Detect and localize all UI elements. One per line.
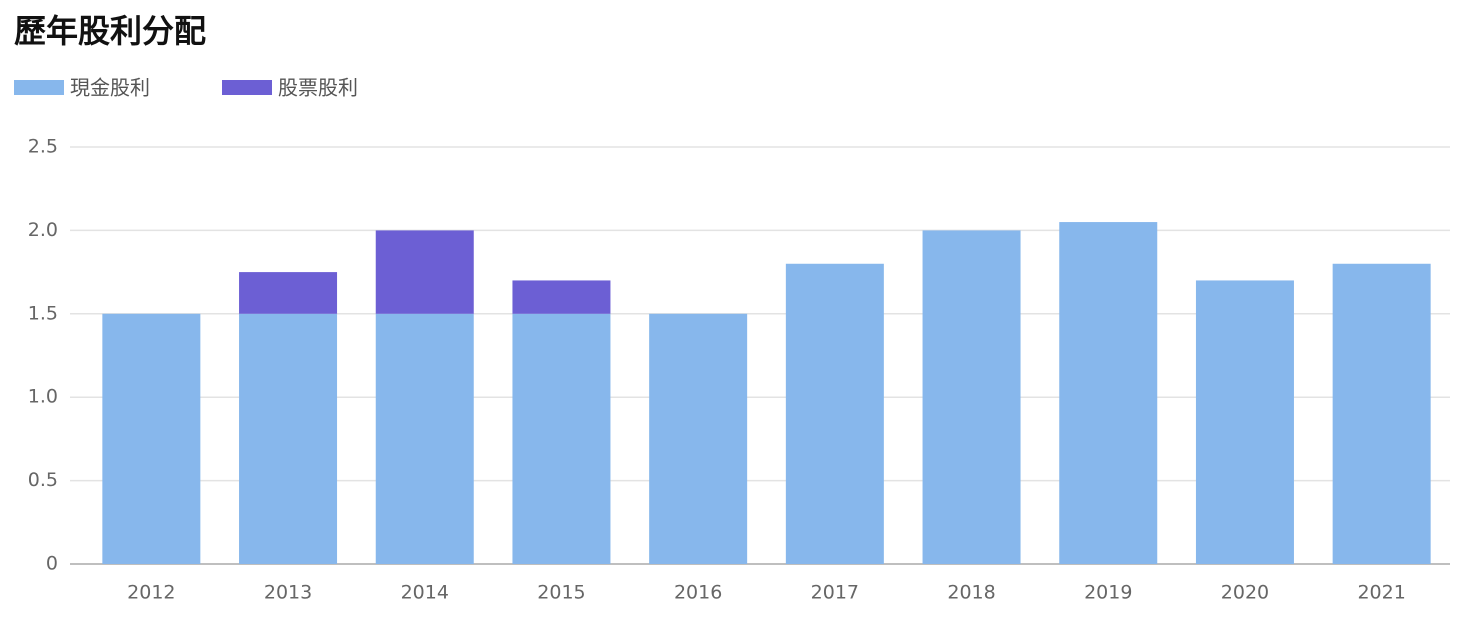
- bar-segment: [239, 272, 338, 314]
- x-tick-label: 2020: [1221, 582, 1269, 604]
- y-tick-label: 2.0: [28, 219, 58, 241]
- bar-segment: [649, 313, 748, 564]
- bar-segment: [512, 313, 611, 564]
- y-tick-label: 1.5: [28, 302, 58, 324]
- y-tick-label: 0.5: [28, 469, 58, 491]
- bar-segment: [375, 230, 474, 314]
- x-tick-label: 2021: [1357, 582, 1405, 604]
- bar-segment: [375, 313, 474, 564]
- bar-segment: [512, 280, 611, 314]
- x-tick-label: 2017: [811, 582, 859, 604]
- x-tick-label: 2013: [264, 582, 312, 604]
- chart-title: 歷年股利分配: [14, 12, 206, 50]
- x-tick-label: 2012: [127, 582, 175, 604]
- bar-segment: [922, 230, 1021, 564]
- bar-segment: [1332, 263, 1431, 564]
- y-tick-label: 0: [46, 553, 58, 575]
- x-tick-label: 2015: [537, 582, 585, 604]
- y-tick-label: 1.0: [28, 386, 58, 408]
- x-tick-label: 2016: [674, 582, 722, 604]
- bar-segment: [102, 313, 201, 564]
- bar-segment: [785, 263, 884, 564]
- bar-segment: [1059, 222, 1158, 564]
- x-tick-label: 2014: [401, 582, 449, 604]
- bar-segment: [1195, 280, 1294, 564]
- legend-swatch: [14, 80, 64, 95]
- bar-segment: [239, 313, 338, 564]
- legend-label: 現金股利: [70, 76, 150, 100]
- legend-label: 股票股利: [278, 76, 358, 100]
- legend-swatch: [222, 80, 272, 95]
- y-tick-label: 2.5: [28, 136, 58, 158]
- x-tick-label: 2018: [947, 582, 995, 604]
- x-tick-label: 2019: [1084, 582, 1132, 604]
